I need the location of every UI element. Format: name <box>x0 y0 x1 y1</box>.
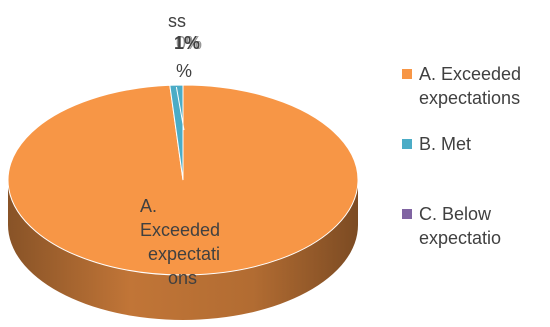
slice-b-label-top: ss <box>168 11 186 31</box>
slice-side-a <box>8 180 358 320</box>
slice-a-label-line3: expectati <box>148 244 221 264</box>
legend-swatch-b <box>402 139 412 149</box>
slice-b-label-pct: 1% <box>174 32 200 54</box>
slice-a-label-line2: Exceeded <box>140 220 221 240</box>
slice-b-label-suffix: % <box>176 61 193 81</box>
slice-a-label-line4: ons <box>168 268 198 288</box>
legend-swatch-a <box>402 69 412 79</box>
legend-label-b-line1: B. Met <box>419 134 472 154</box>
slice-a-label: A. Exceeded expectati ons <box>140 194 260 290</box>
legend-label-c-line1: C. Below <box>419 204 492 224</box>
slice-b <box>169 84 184 181</box>
slice-b-label-pct-overlap: 0% <box>176 33 203 53</box>
legend-swatch-c <box>402 209 412 219</box>
slice-b-pct-main: 1% <box>174 33 201 53</box>
legend-label-a-line2: expectations <box>419 88 521 108</box>
slice-a-label-line1: A. <box>140 196 158 216</box>
legend-label-c-line2: expectatio <box>419 228 502 248</box>
legend-label-a-line1: A. Exceeded <box>419 64 522 84</box>
slice-b-leader-line <box>175 86 185 131</box>
